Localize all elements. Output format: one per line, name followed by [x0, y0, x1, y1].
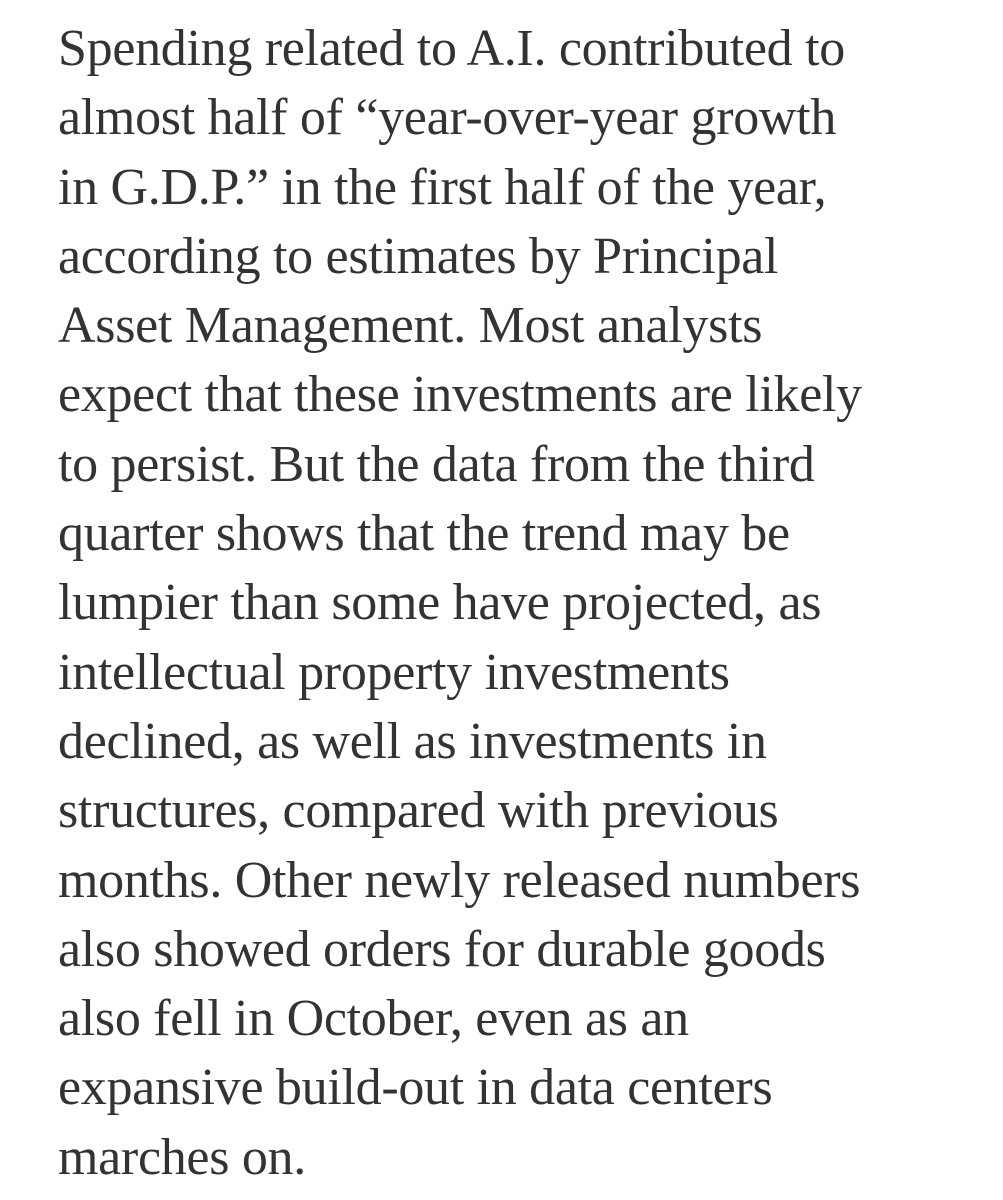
text-line: in G.D.P.” in the first half of the year… [58, 158, 827, 216]
text-line: expect that these investments are likely [58, 366, 862, 424]
text-line: also fell in October, even as an [58, 990, 689, 1048]
text-line: intellectual property investments [58, 643, 730, 701]
text-line: according to estimates by Principal [58, 227, 779, 285]
text-line: Spending related to A.I. contributed to [58, 20, 845, 77]
text-line: lumpier than some have projected, as [58, 574, 822, 632]
text-line: almost half of “year-over-year growth [58, 89, 837, 147]
text-line: marches on. [58, 1128, 306, 1186]
text-line: also showed orders for durable goods [58, 920, 826, 978]
text-line: to persist. But the data from the third [58, 435, 815, 493]
text-line: Asset Management. Most analysts [58, 297, 763, 355]
text-line: expansive build-out in data centers [58, 1059, 773, 1117]
text-line: structures, compared with previous [58, 782, 779, 840]
text-line: declined, as well as investments in [58, 712, 767, 770]
text-line: quarter shows that the trend may be [58, 505, 790, 563]
text-line: months. Other newly released numbers [58, 851, 861, 909]
